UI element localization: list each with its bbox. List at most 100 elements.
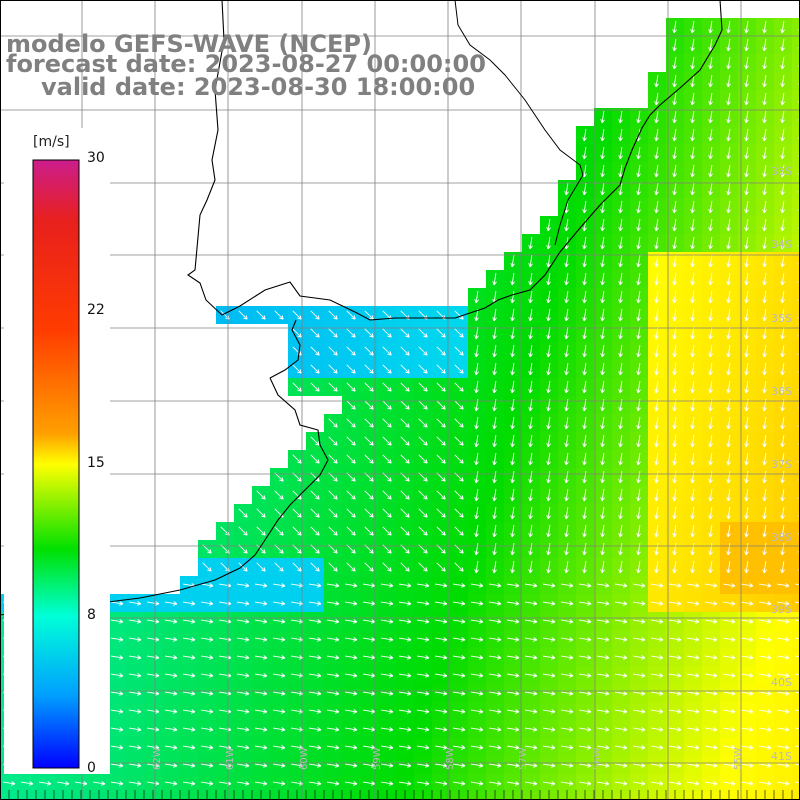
wind-arrow (668, 583, 682, 588)
wind-arrow (794, 763, 800, 766)
wind-arrow (346, 562, 356, 572)
wind-arrow (436, 508, 446, 518)
wind-speed-cell (792, 378, 800, 396)
wind-arrow (758, 709, 772, 714)
wind-arrow (722, 781, 736, 786)
wind-arrow (470, 655, 484, 660)
wind-arrow (686, 709, 700, 714)
wind-arrow (436, 364, 446, 374)
wind-arrow (308, 619, 322, 624)
wind-arrow (780, 218, 785, 232)
wind-arrow (546, 452, 551, 466)
wind-arrow (546, 506, 551, 520)
wind-arrow (668, 655, 682, 660)
wind-arrow (600, 200, 605, 214)
wind-arrow (510, 470, 515, 484)
wind-arrow (744, 128, 749, 142)
wind-arrow (740, 619, 754, 624)
wind-arrow (564, 434, 569, 448)
wind-arrow (762, 182, 767, 196)
wind-arrow (578, 691, 592, 696)
wind-arrow (546, 488, 551, 502)
wind-arrow (400, 328, 410, 338)
wind-arrow (492, 380, 497, 394)
wind-arrow (726, 416, 731, 430)
wind-arrow (600, 560, 605, 574)
wind-arrow (382, 490, 392, 500)
wind-arrow (182, 601, 196, 606)
wind-speed-cell (792, 774, 800, 792)
wind-arrow (362, 601, 376, 606)
wind-arrow (744, 434, 749, 448)
wind-arrow (650, 637, 664, 642)
wind-arrow (434, 709, 448, 714)
wind-arrow (470, 601, 484, 606)
wind-arrow (686, 727, 700, 732)
wind-arrow (308, 727, 322, 732)
wind-arrow (524, 583, 538, 588)
wind-arrow (254, 637, 268, 642)
wind-arrow (780, 128, 785, 142)
wind-arrow (668, 619, 682, 624)
wind-arrow (344, 709, 358, 714)
wind-arrow (672, 218, 677, 232)
wind-arrow (146, 745, 160, 750)
wind-arrow (510, 434, 515, 448)
wind-arrow (690, 326, 695, 340)
wind-arrow (382, 526, 392, 536)
wind-arrow (636, 560, 641, 574)
wind-arrow (308, 673, 322, 678)
wind-arrow (780, 75, 785, 88)
wind-arrow (146, 673, 160, 678)
wind-arrow (672, 272, 677, 286)
wind-arrow (632, 619, 646, 624)
wind-arrow (434, 781, 448, 786)
wind-arrow (654, 290, 659, 304)
wind-arrow (618, 182, 623, 196)
wind-arrow (328, 328, 338, 338)
wind-arrow (418, 400, 428, 410)
wind-arrow (254, 709, 268, 714)
wind-arrow (654, 164, 659, 178)
wind-arrow (618, 308, 623, 322)
wind-arrow (632, 763, 646, 768)
wind-arrow (600, 110, 605, 124)
wind-arrow (362, 619, 376, 624)
wind-arrow (762, 416, 767, 430)
wind-arrow (744, 326, 749, 340)
wind-arrow (344, 583, 358, 588)
wind-arrow (600, 488, 605, 502)
wind-arrow (780, 452, 785, 466)
wind-arrow (672, 93, 677, 106)
wind-arrow (762, 75, 767, 88)
wind-arrow (164, 655, 178, 660)
wind-arrow (672, 488, 677, 502)
wind-arrow (668, 709, 682, 714)
wind-arrow (542, 583, 556, 588)
wind-arrow (794, 691, 800, 694)
wind-arrow (418, 454, 428, 464)
wind-arrow (382, 364, 392, 374)
wind-arrow (762, 110, 767, 124)
inland-border (454, 0, 584, 246)
wind-arrow (346, 364, 356, 374)
wind-arrow (578, 709, 592, 714)
wind-arrow (560, 583, 574, 588)
wind-arrow (506, 781, 520, 786)
wind-arrow (344, 673, 358, 678)
wind-arrow (510, 344, 515, 358)
wind-arrow (596, 601, 610, 606)
wind-arrow (344, 619, 358, 624)
wind-arrow (164, 727, 178, 732)
lat-label: 40S (771, 676, 792, 689)
wind-arrow (546, 272, 551, 286)
wind-arrow (474, 290, 479, 304)
wind-arrow (308, 745, 322, 750)
wind-arrow (726, 110, 731, 124)
wind-arrow (582, 416, 587, 430)
wind-arrow (636, 542, 641, 556)
wind-speed-field (0, 18, 800, 800)
wind-arrow (672, 416, 677, 430)
wind-arrow (470, 691, 484, 696)
wind-arrow (650, 763, 664, 768)
